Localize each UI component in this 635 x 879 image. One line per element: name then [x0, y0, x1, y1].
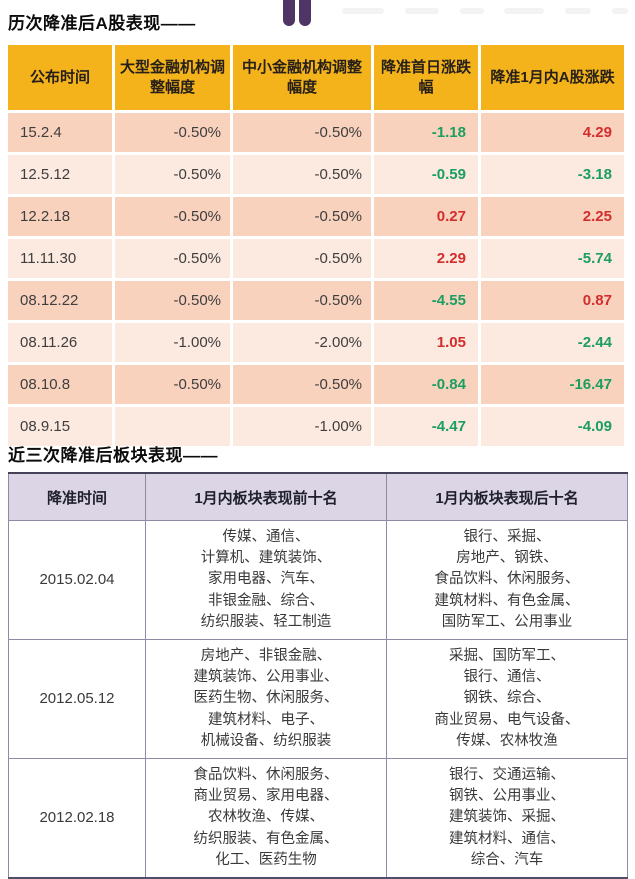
- first-day-change-cell: 1.05: [374, 323, 478, 362]
- rrr-table-row: 15.2.4 -0.50% -0.50% -1.18 4.29: [8, 113, 624, 152]
- small-bank-adjustment-cell: -0.50%: [233, 113, 371, 152]
- large-bank-adjustment-cell: -1.00%: [115, 323, 230, 362]
- small-bank-adjustment-cell: -0.50%: [233, 281, 371, 320]
- top10-sectors-cell: 房地产、非银金融、 建筑装饰、公用事业、 医药生物、休闲服务、 建筑材料、电子、 机械设…: [145, 639, 387, 759]
- large-bank-adjustment-cell: -0.50%: [115, 113, 230, 152]
- announce-date-cell: 11.11.30: [8, 239, 112, 278]
- sector-table-header: 降准时间 1月内板块表现前十名 1月内板块表现后十名: [8, 472, 628, 521]
- announce-date-cell: 12.2.18: [8, 197, 112, 236]
- first-day-change-cell: -0.84: [374, 365, 478, 404]
- sector-table-row: 2012.05.12 房地产、非银金融、 建筑装饰、公用事业、 医药生物、休闲服务、建…: [8, 639, 628, 759]
- large-bank-adjustment-cell: [115, 407, 230, 446]
- announce-date-cell: 12.5.12: [8, 155, 112, 194]
- large-bank-adjustment-cell: -0.50%: [115, 155, 230, 194]
- col-header-bottom10-sectors: 1月内板块表现后十名: [386, 472, 628, 521]
- rrr-table-header: 公布时间 大型金融机构调整幅度 中小金融机构调整幅度 降准首日涨跌幅 降准1月内…: [8, 45, 624, 110]
- large-bank-adjustment-cell: -0.50%: [115, 281, 230, 320]
- quote-icon: [283, 0, 311, 26]
- first-day-change-cell: -0.59: [374, 155, 478, 194]
- rrr-table-row: 12.2.18 -0.50% -0.50% 0.27 2.25: [8, 197, 624, 236]
- first-day-change-cell: 0.27: [374, 197, 478, 236]
- sector-table-row: 2012.02.18 食品饮料、休闲服务、 商业贸易、家用电器、 农林牧渔、传媒、 纺织…: [8, 758, 628, 879]
- one-month-change-cell: -5.74: [481, 239, 624, 278]
- bottom10-sectors-cell: 采掘、国防军工、 银行、通信、 钢铁、综合、 商业贸易、电气设备、 传媒、农林牧渔: [386, 639, 628, 759]
- col-header-small-bank-adjustment: 中小金融机构调整幅度: [233, 45, 371, 110]
- large-bank-adjustment-cell: -0.50%: [115, 197, 230, 236]
- rrr-table-row: 08.9.15 -1.00% -4.47 -4.09: [8, 407, 624, 446]
- rrr-table-row: 11.11.30 -0.50% -0.50% 2.29 -5.74: [8, 239, 624, 278]
- one-month-change-cell: 4.29: [481, 113, 624, 152]
- rrr-table-row: 08.12.22 -0.50% -0.50% -4.55 0.87: [8, 281, 624, 320]
- top10-sectors-cell: 食品饮料、休闲服务、 商业贸易、家用电器、 农林牧渔、传媒、 纺织服装、有色金属、 化工…: [145, 758, 387, 879]
- bottom10-sectors-cell: 银行、采掘、 房地产、钢铁、 食品饮料、休闲服务、 建筑材料、有色金属、 国防军工、公用…: [386, 520, 628, 640]
- rrr-date-cell: 2015.02.04: [8, 520, 146, 640]
- one-month-change-cell: -3.18: [481, 155, 624, 194]
- sector-table-body: 2015.02.04 传媒、通信、 计算机、建筑装饰、 家用电器、汽车、 非银金融、综合…: [8, 520, 628, 879]
- sector-performance-table: 降准时间 1月内板块表现前十名 1月内板块表现后十名 2015.02.04 传媒、…: [8, 472, 628, 879]
- section-title-rrr-history: 历次降准后A股表现——: [8, 14, 196, 33]
- small-bank-adjustment-cell: -0.50%: [233, 239, 371, 278]
- col-header-announce-date: 公布时间: [8, 45, 112, 110]
- rrr-date-cell: 2012.05.12: [8, 639, 146, 759]
- small-bank-adjustment-cell: -0.50%: [233, 155, 371, 194]
- announce-date-cell: 08.9.15: [8, 407, 112, 446]
- rrr-table-body: 15.2.4 -0.50% -0.50% -1.18 4.29 12.5.12 -0.50%…: [8, 113, 624, 446]
- large-bank-adjustment-cell: -0.50%: [115, 365, 230, 404]
- rrr-table-row: 12.5.12 -0.50% -0.50% -0.59 -3.18: [8, 155, 624, 194]
- one-month-change-cell: -4.09: [481, 407, 624, 446]
- rrr-history-table: 公布时间 大型金融机构调整幅度 中小金融机构调整幅度 降准首日涨跌幅 降准1月内…: [5, 42, 627, 449]
- first-day-change-cell: -1.18: [374, 113, 478, 152]
- bottom10-sectors-cell: 银行、交通运输、 钢铁、公用事业、 建筑装饰、采掘、 建筑材料、通信、 综合、汽车: [386, 758, 628, 879]
- first-day-change-cell: -4.47: [374, 407, 478, 446]
- top10-sectors-cell: 传媒、通信、 计算机、建筑装饰、 家用电器、汽车、 非银金融、综合、 纺织服装、轻工制造: [145, 520, 387, 640]
- one-month-change-cell: -2.44: [481, 323, 624, 362]
- announce-date-cell: 15.2.4: [8, 113, 112, 152]
- small-bank-adjustment-cell: -0.50%: [233, 197, 371, 236]
- small-bank-adjustment-cell: -2.00%: [233, 323, 371, 362]
- one-month-change-cell: 2.25: [481, 197, 624, 236]
- col-header-first-day-change: 降准首日涨跌幅: [374, 45, 478, 110]
- rrr-date-cell: 2012.02.18: [8, 758, 146, 879]
- one-month-change-cell: -16.47: [481, 365, 624, 404]
- one-month-change-cell: 0.87: [481, 281, 624, 320]
- first-day-change-cell: -4.55: [374, 281, 478, 320]
- col-header-large-bank-adjustment: 大型金融机构调整幅度: [115, 45, 230, 110]
- faded-watermark: [342, 8, 628, 14]
- rrr-table-row: 08.11.26 -1.00% -2.00% 1.05 -2.44: [8, 323, 624, 362]
- announce-date-cell: 08.12.22: [8, 281, 112, 320]
- col-header-top10-sectors: 1月内板块表现前十名: [145, 472, 387, 521]
- section-title-sector-performance: 近三次降准后板块表现——: [8, 446, 218, 465]
- sector-table-row: 2015.02.04 传媒、通信、 计算机、建筑装饰、 家用电器、汽车、 非银金融、综合…: [8, 520, 628, 640]
- quote-bar-right: [299, 0, 311, 26]
- col-header-one-month-change: 降准1月内A股涨跌: [481, 45, 624, 110]
- announce-date-cell: 08.10.8: [8, 365, 112, 404]
- rrr-table-row: 08.10.8 -0.50% -0.50% -0.84 -16.47: [8, 365, 624, 404]
- quote-bar-left: [283, 0, 295, 26]
- small-bank-adjustment-cell: -0.50%: [233, 365, 371, 404]
- announce-date-cell: 08.11.26: [8, 323, 112, 362]
- first-day-change-cell: 2.29: [374, 239, 478, 278]
- large-bank-adjustment-cell: -0.50%: [115, 239, 230, 278]
- col-header-rrr-date: 降准时间: [8, 472, 146, 521]
- small-bank-adjustment-cell: -1.00%: [233, 407, 371, 446]
